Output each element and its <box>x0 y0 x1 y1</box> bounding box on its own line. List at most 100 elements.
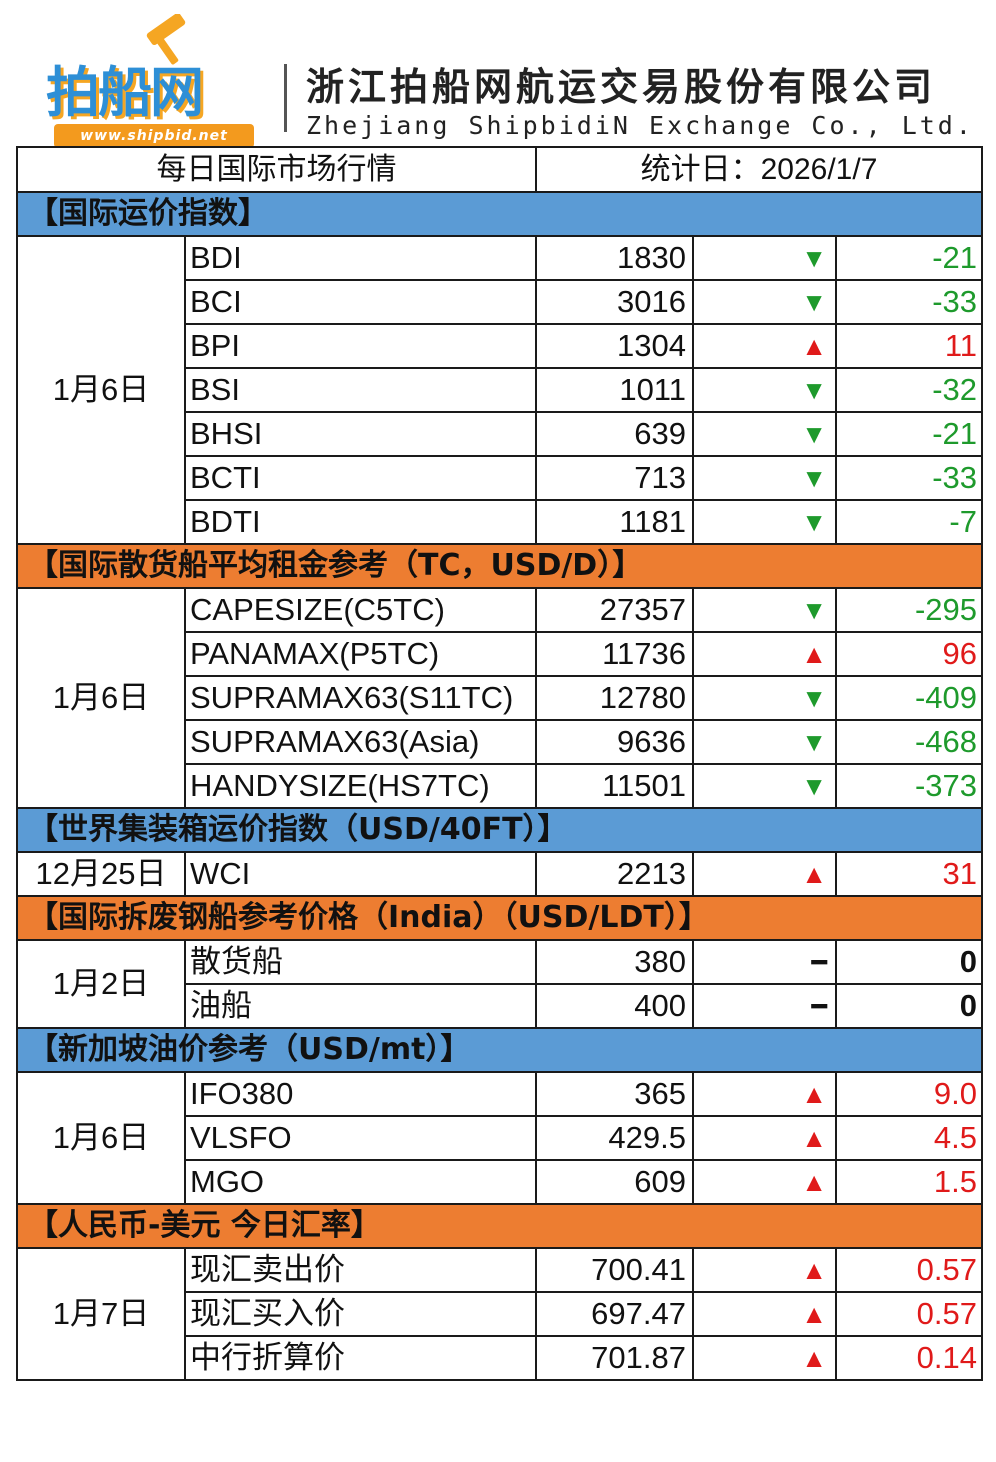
up-arrow-icon: ▲ <box>692 1115 837 1161</box>
section-title: 【国际拆废钢船参考价格（India）（USD/LDT）】 <box>16 895 983 941</box>
up-arrow-icon: ▲ <box>692 1291 837 1337</box>
table-row: BPI 1304 ▲ 11 <box>17 323 983 369</box>
section-header: 【国际拆废钢船参考价格（India）（USD/LDT）】 <box>16 895 983 941</box>
item-value: 400 <box>535 983 694 1029</box>
item-change: -373 <box>835 763 983 809</box>
stat-date: 统计日：2026/1/7 <box>535 146 983 193</box>
section-header: 【世界集装箱运价指数（USD/40FT）】 <box>16 807 983 853</box>
item-change: 0 <box>835 983 983 1029</box>
item-name: 现汇卖出价 <box>184 1247 537 1293</box>
down-arrow-icon: ▼ <box>692 587 837 633</box>
item-change: 9.0 <box>835 1071 983 1117</box>
item-change: -33 <box>835 455 983 501</box>
item-name: BCTI <box>184 455 537 501</box>
row-date: 1月6日 <box>16 1071 186 1205</box>
item-name: MGO <box>184 1159 537 1205</box>
item-value: 3016 <box>535 279 694 325</box>
item-name: 现汇买入价 <box>184 1291 537 1337</box>
up-arrow-icon: ▲ <box>692 1247 837 1293</box>
item-value: 11501 <box>535 763 694 809</box>
flat-dash-icon: ━ <box>692 939 837 985</box>
down-arrow-icon: ▼ <box>692 719 837 765</box>
item-change: -295 <box>835 587 983 633</box>
row-date: 1月2日 <box>16 939 186 1029</box>
up-arrow-icon: ▲ <box>692 1335 837 1381</box>
gavel-icon <box>146 14 186 65</box>
table-row: 1月7日 现汇卖出价 700.41 ▲ 0.57 <box>16 1247 983 1381</box>
flat-dash-icon: ━ <box>692 983 837 1029</box>
table-row: VLSFO 429.5 ▲ 4.5 <box>17 1115 983 1161</box>
item-value: 639 <box>535 411 694 457</box>
table-row: 1月2日 散货船 380 ━ 0 <box>16 939 983 1029</box>
item-change: 0.57 <box>835 1291 983 1337</box>
page-header: 拍船网 www.shipbid.net 浙江拍船网航运交易股份有限公司 Zhej… <box>0 0 996 148</box>
table-row: 12月25日 WCI 2213 ▲ 31 <box>16 851 983 897</box>
item-name: VLSFO <box>184 1115 537 1161</box>
table-title: 每日国际市场行情 <box>16 146 537 193</box>
row-date: 1月6日 <box>16 587 186 809</box>
row-date: 1月7日 <box>16 1247 186 1381</box>
section-title: 【人民币-美元 今日汇率】 <box>16 1203 983 1249</box>
up-arrow-icon: ▲ <box>692 1159 837 1205</box>
up-arrow-icon: ▲ <box>692 323 837 369</box>
item-value: 713 <box>535 455 694 501</box>
item-change: -21 <box>835 411 983 457</box>
item-value: 11736 <box>535 631 694 677</box>
item-name: BPI <box>184 323 537 369</box>
table-row: 1月6日 CAPESIZE(C5TC) 27357 ▼ -295 <box>16 587 983 809</box>
item-value: 429.5 <box>535 1115 694 1161</box>
row-date: 1月6日 <box>16 235 186 545</box>
item-name: SUPRAMAX63(Asia) <box>184 719 537 765</box>
table-row: 油船 400 ━ 0 <box>17 983 983 1029</box>
section-header: 【人民币-美元 今日汇率】 <box>16 1203 983 1249</box>
market-table: 每日国际市场行情 统计日：2026/1/7 【国际运价指数】 1月6日 BDI 183… <box>16 146 983 1381</box>
item-change: -7 <box>835 499 983 545</box>
item-value: 27357 <box>535 587 694 633</box>
item-name: BDI <box>184 235 537 281</box>
item-change: -21 <box>835 235 983 281</box>
item-change: -32 <box>835 367 983 413</box>
table-row: BSI 1011 ▼ -32 <box>17 367 983 413</box>
down-arrow-icon: ▼ <box>692 675 837 721</box>
item-name: CAPESIZE(C5TC) <box>184 587 537 633</box>
item-value: 1304 <box>535 323 694 369</box>
item-value: 1011 <box>535 367 694 413</box>
item-name: WCI <box>184 851 537 897</box>
logo-text: 拍船网 <box>46 61 204 124</box>
item-value: 1830 <box>535 235 694 281</box>
item-name: BDTI <box>184 499 537 545</box>
section-header: 【国际运价指数】 <box>16 191 983 237</box>
table-row: BHSI 639 ▼ -21 <box>17 411 983 457</box>
table-row: BCI 3016 ▼ -33 <box>17 279 983 325</box>
table-row: 现汇买入价 697.47 ▲ 0.57 <box>17 1291 983 1337</box>
item-value: 365 <box>535 1071 694 1117</box>
header-divider <box>284 64 287 132</box>
item-value: 2213 <box>535 851 694 897</box>
item-name: BHSI <box>184 411 537 457</box>
down-arrow-icon: ▼ <box>692 411 837 457</box>
table-row: PANAMAX(P5TC) 11736 ▲ 96 <box>17 631 983 677</box>
item-value: 380 <box>535 939 694 985</box>
table-row: HANDYSIZE(HS7TC) 11501 ▼ -373 <box>17 763 983 809</box>
up-arrow-icon: ▲ <box>692 631 837 677</box>
section-title: 【国际运价指数】 <box>16 191 983 237</box>
item-value: 12780 <box>535 675 694 721</box>
item-change: -409 <box>835 675 983 721</box>
shipbid-logo: 拍船网 www.shipbid.net <box>46 14 260 148</box>
logo-url: www.shipbid.net <box>54 124 254 148</box>
item-name: 中行折算价 <box>184 1335 537 1381</box>
table-row: MGO 609 ▲ 1.5 <box>17 1159 983 1205</box>
item-name: BCI <box>184 279 537 325</box>
item-name: 油船 <box>184 983 537 1029</box>
item-change: 4.5 <box>835 1115 983 1161</box>
table-row: BCTI 713 ▼ -33 <box>17 455 983 501</box>
item-change: -33 <box>835 279 983 325</box>
item-change: -468 <box>835 719 983 765</box>
item-change: 11 <box>835 323 983 369</box>
item-name: SUPRAMAX63(S11TC) <box>184 675 537 721</box>
table-row: SUPRAMAX63(S11TC) 12780 ▼ -409 <box>17 675 983 721</box>
item-change: 0.14 <box>835 1335 983 1381</box>
item-name: IFO380 <box>184 1071 537 1117</box>
item-name: BSI <box>184 367 537 413</box>
item-name: PANAMAX(P5TC) <box>184 631 537 677</box>
